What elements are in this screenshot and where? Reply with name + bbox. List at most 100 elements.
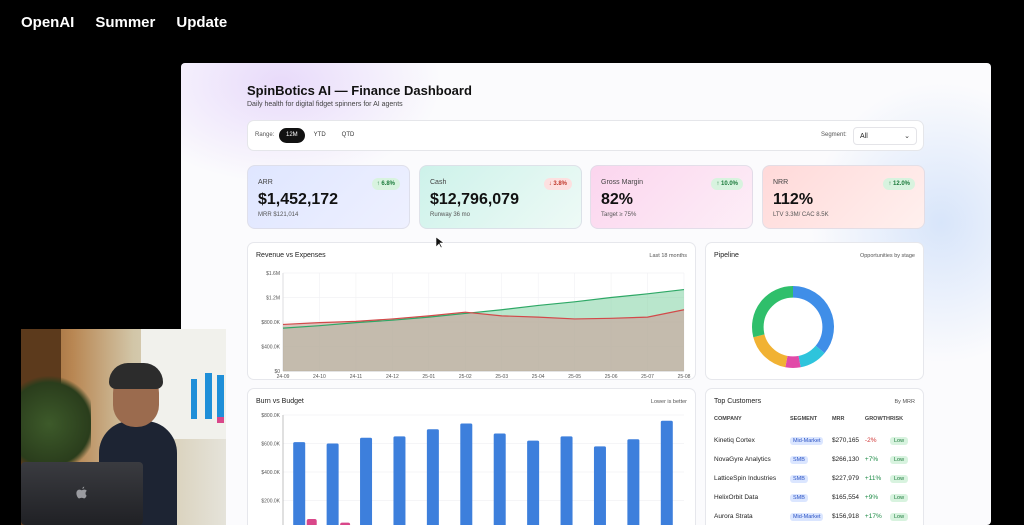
burn-bar <box>393 436 406 525</box>
column-header[interactable]: GROWTH <box>864 416 890 422</box>
kpi-card-nrr[interactable]: NRR ↑ 12.0% 112% LTV 3.3M/ CAC 8.5K <box>762 165 925 229</box>
company-cell: Aurora Strata <box>714 513 753 520</box>
range-label: Range: <box>255 132 275 138</box>
kpi-value: 82% <box>601 191 634 208</box>
mrr-cell: $165,554 <box>831 494 860 501</box>
x-tick-label: 25-03 <box>495 374 508 380</box>
burn-budget-chart: $0$200.0K$400.0K$600.0K$800.0K24-0924-10… <box>261 413 684 525</box>
x-tick-label: 24-11 <box>350 374 363 380</box>
budget-bar <box>340 522 351 525</box>
kpi-card-gross-margin[interactable]: Gross Margin ↑ 10.0% 82% Target ≥ 75% <box>590 165 753 229</box>
table-row[interactable]: Kinetiq Cortex Mid-Market $270,165 -2% L… <box>714 431 910 450</box>
burn-bar <box>627 439 640 525</box>
event-title: OpenAI Summer Update <box>21 14 227 31</box>
event-word-3: Update <box>176 14 228 31</box>
x-tick-label: 25-05 <box>568 374 581 380</box>
burn-bar <box>527 440 540 525</box>
kpi-value: 112% <box>773 191 814 208</box>
range-option-qtd[interactable]: QTD <box>341 132 355 138</box>
table-row[interactable]: HelixOrbit Data SMB $165,554 +9% Low <box>714 488 910 507</box>
chevron-down-icon: ⌄ <box>904 133 910 140</box>
kpi-badge: ↓ 3.8% <box>543 178 572 190</box>
burn-budget-card: Burn vs Budget Lower is better $0$200.0K… <box>247 388 696 525</box>
kpi-label: NRR <box>773 179 789 186</box>
revenue-line <box>282 288 685 329</box>
y-tick-label: $800.0K <box>261 320 280 326</box>
column-header[interactable]: RISK <box>889 416 904 422</box>
range-option-12m[interactable]: 12M <box>279 128 305 143</box>
apple-logo-icon <box>76 486 87 499</box>
segment-pill: Mid-Market <box>789 436 824 445</box>
donut-slice <box>785 355 801 368</box>
card-title: Revenue vs Expenses <box>256 252 326 259</box>
column-header[interactable]: MRR <box>831 416 845 422</box>
mrr-cell: $266,130 <box>831 456 860 463</box>
page-subtitle: Daily health for digital fidget spinners… <box>247 101 403 108</box>
card-title: Top Customers <box>714 398 762 405</box>
table-row[interactable]: LatticeSpin Industries SMB $227,979 +11%… <box>714 469 910 488</box>
mrr-cell: $270,165 <box>831 437 860 444</box>
mrr-cell: $227,979 <box>831 475 860 482</box>
card-note: By MRR <box>894 399 915 405</box>
segment-pill: Mid-Market <box>789 512 824 521</box>
kpi-badge: ↑ 6.8% <box>371 178 400 190</box>
budget-bar <box>306 519 317 525</box>
card-note: Last 18 months <box>649 253 687 259</box>
y-tick-label: $800.0K <box>261 413 280 419</box>
event-word-2: Summer <box>95 14 156 31</box>
segment-select[interactable]: All ⌄ <box>853 127 917 145</box>
range-toggle: 12M YTD QTD <box>279 128 361 143</box>
column-header[interactable]: COMPANY <box>714 416 742 422</box>
kpi-card-cash[interactable]: Cash ↓ 3.8% $12,796,079 Runway 36 mo <box>419 165 582 229</box>
presenter-camera-feed <box>21 329 226 525</box>
company-cell: HelixOrbit Data <box>714 494 759 501</box>
growth-cell: -2% <box>864 437 877 444</box>
donut-slice <box>792 286 834 354</box>
company-cell: NovaGyre Analytics <box>714 456 771 463</box>
burn-bar <box>593 446 606 525</box>
top-customers-card: Top Customers By MRR COMPANY SEGMENT MRR… <box>705 388 924 525</box>
segment-value: All <box>860 133 868 140</box>
growth-cell: +9% <box>864 494 879 501</box>
range-option-ytd[interactable]: YTD <box>313 132 326 138</box>
risk-pill: Low <box>889 436 909 445</box>
y-tick-label: $1.2M <box>266 296 280 302</box>
y-tick-label: $200.0K <box>261 499 280 505</box>
page-title: SpinBotics AI — Finance Dashboard <box>247 83 472 98</box>
burn-bar <box>426 429 439 525</box>
x-tick-label: 25-06 <box>605 374 618 380</box>
column-header[interactable]: SEGMENT <box>789 416 818 422</box>
customers-table: COMPANY SEGMENT MRR GROWTH RISK Kinetiq … <box>714 416 910 525</box>
kpi-badge: ↑ 10.0% <box>711 178 743 190</box>
burn-bar <box>326 443 339 525</box>
segment-pill: SMB <box>789 455 808 464</box>
x-tick-label: 24-09 <box>277 374 290 380</box>
revenue-expenses-chart: $0 $400.0K $800.0K $1.2M $1.6M 24-09 24-10 24-1… <box>261 271 690 380</box>
kpi-badge: ↑ 12.0% <box>883 178 915 190</box>
y-tick-label: $400.0K <box>261 345 280 351</box>
growth-cell: +17% <box>864 513 882 520</box>
dashboard-window: SpinBotics AI — Finance Dashboard Daily … <box>181 63 991 525</box>
pipeline-card: Pipeline Opportunities by stage <box>705 242 924 380</box>
donut-slice <box>752 286 794 338</box>
table-row[interactable]: Aurora Strata Mid-Market $156,918 +17% L… <box>714 507 910 525</box>
kpi-value: $1,452,172 <box>258 191 339 208</box>
expenses-line <box>282 309 685 326</box>
kpi-card-arr[interactable]: ARR ↑ 6.8% $1,452,172 MRR $121,014 <box>247 165 410 229</box>
pipeline-donut-chart <box>752 286 834 368</box>
burn-bar <box>493 433 506 525</box>
company-cell: Kinetiq Cortex <box>714 437 755 444</box>
y-tick-label: $0 <box>274 369 280 375</box>
donut-slice <box>798 345 825 368</box>
kpi-sub: Target ≥ 75% <box>601 212 637 218</box>
card-note: Lower is better <box>650 399 687 405</box>
segment-label: Segment: <box>821 132 847 138</box>
growth-cell: +7% <box>864 456 879 463</box>
burn-bar <box>360 437 373 525</box>
card-title: Burn vs Budget <box>256 398 304 405</box>
table-row[interactable]: NovaGyre Analytics SMB $266,130 +7% Low <box>714 450 910 469</box>
x-tick-label: 25-01 <box>422 374 435 380</box>
risk-pill: Low <box>889 512 909 521</box>
kpi-sub: MRR $121,014 <box>258 212 299 218</box>
